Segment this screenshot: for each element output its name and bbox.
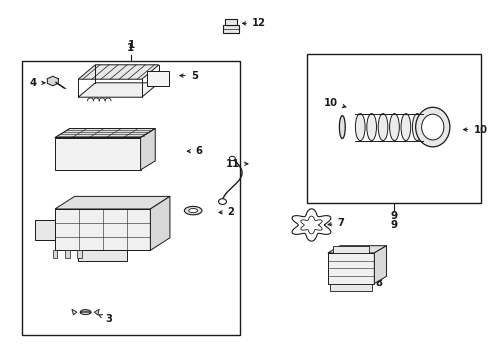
Text: 1: 1 (127, 43, 134, 53)
Polygon shape (72, 309, 77, 315)
Text: 7: 7 (327, 218, 344, 228)
Text: 6: 6 (187, 146, 202, 156)
Bar (332, 246, 368, 253)
Ellipse shape (366, 113, 376, 140)
Polygon shape (327, 246, 386, 253)
Circle shape (218, 199, 226, 204)
Polygon shape (47, 76, 58, 86)
Text: 1: 1 (127, 40, 134, 50)
Bar (330, 284, 371, 292)
Polygon shape (94, 309, 99, 315)
Ellipse shape (400, 113, 410, 140)
Polygon shape (55, 138, 141, 170)
Polygon shape (55, 209, 150, 251)
Ellipse shape (421, 114, 443, 140)
Polygon shape (78, 65, 159, 79)
Bar (35, 220, 55, 240)
Polygon shape (141, 129, 155, 170)
Bar (77, 251, 81, 258)
Text: 3: 3 (99, 314, 112, 324)
Text: 9: 9 (389, 211, 397, 221)
Text: 8: 8 (366, 278, 382, 288)
Ellipse shape (184, 206, 202, 215)
Ellipse shape (188, 208, 197, 213)
Polygon shape (327, 253, 374, 284)
Bar (78, 251, 127, 261)
Text: 11: 11 (225, 159, 247, 169)
Bar (224, 19, 236, 25)
Ellipse shape (339, 116, 345, 139)
Ellipse shape (80, 310, 91, 315)
Circle shape (229, 156, 235, 161)
Text: 12: 12 (242, 18, 265, 28)
Ellipse shape (355, 113, 365, 140)
Ellipse shape (415, 107, 449, 147)
Text: 10: 10 (463, 125, 487, 135)
Ellipse shape (389, 113, 399, 140)
Polygon shape (150, 197, 170, 251)
Bar (52, 251, 57, 258)
Ellipse shape (411, 113, 421, 140)
Bar (147, 71, 169, 86)
Bar (64, 251, 69, 258)
Bar (22, 61, 239, 335)
Polygon shape (55, 197, 170, 209)
Polygon shape (78, 83, 159, 97)
Bar (223, 25, 238, 33)
Bar (306, 54, 480, 203)
Text: 10: 10 (323, 98, 345, 108)
Polygon shape (55, 129, 155, 138)
Text: 4: 4 (29, 78, 45, 88)
Ellipse shape (377, 113, 387, 140)
Text: 2: 2 (219, 207, 234, 217)
Polygon shape (374, 246, 386, 284)
Text: 5: 5 (180, 71, 197, 81)
Text: 9: 9 (389, 220, 396, 230)
